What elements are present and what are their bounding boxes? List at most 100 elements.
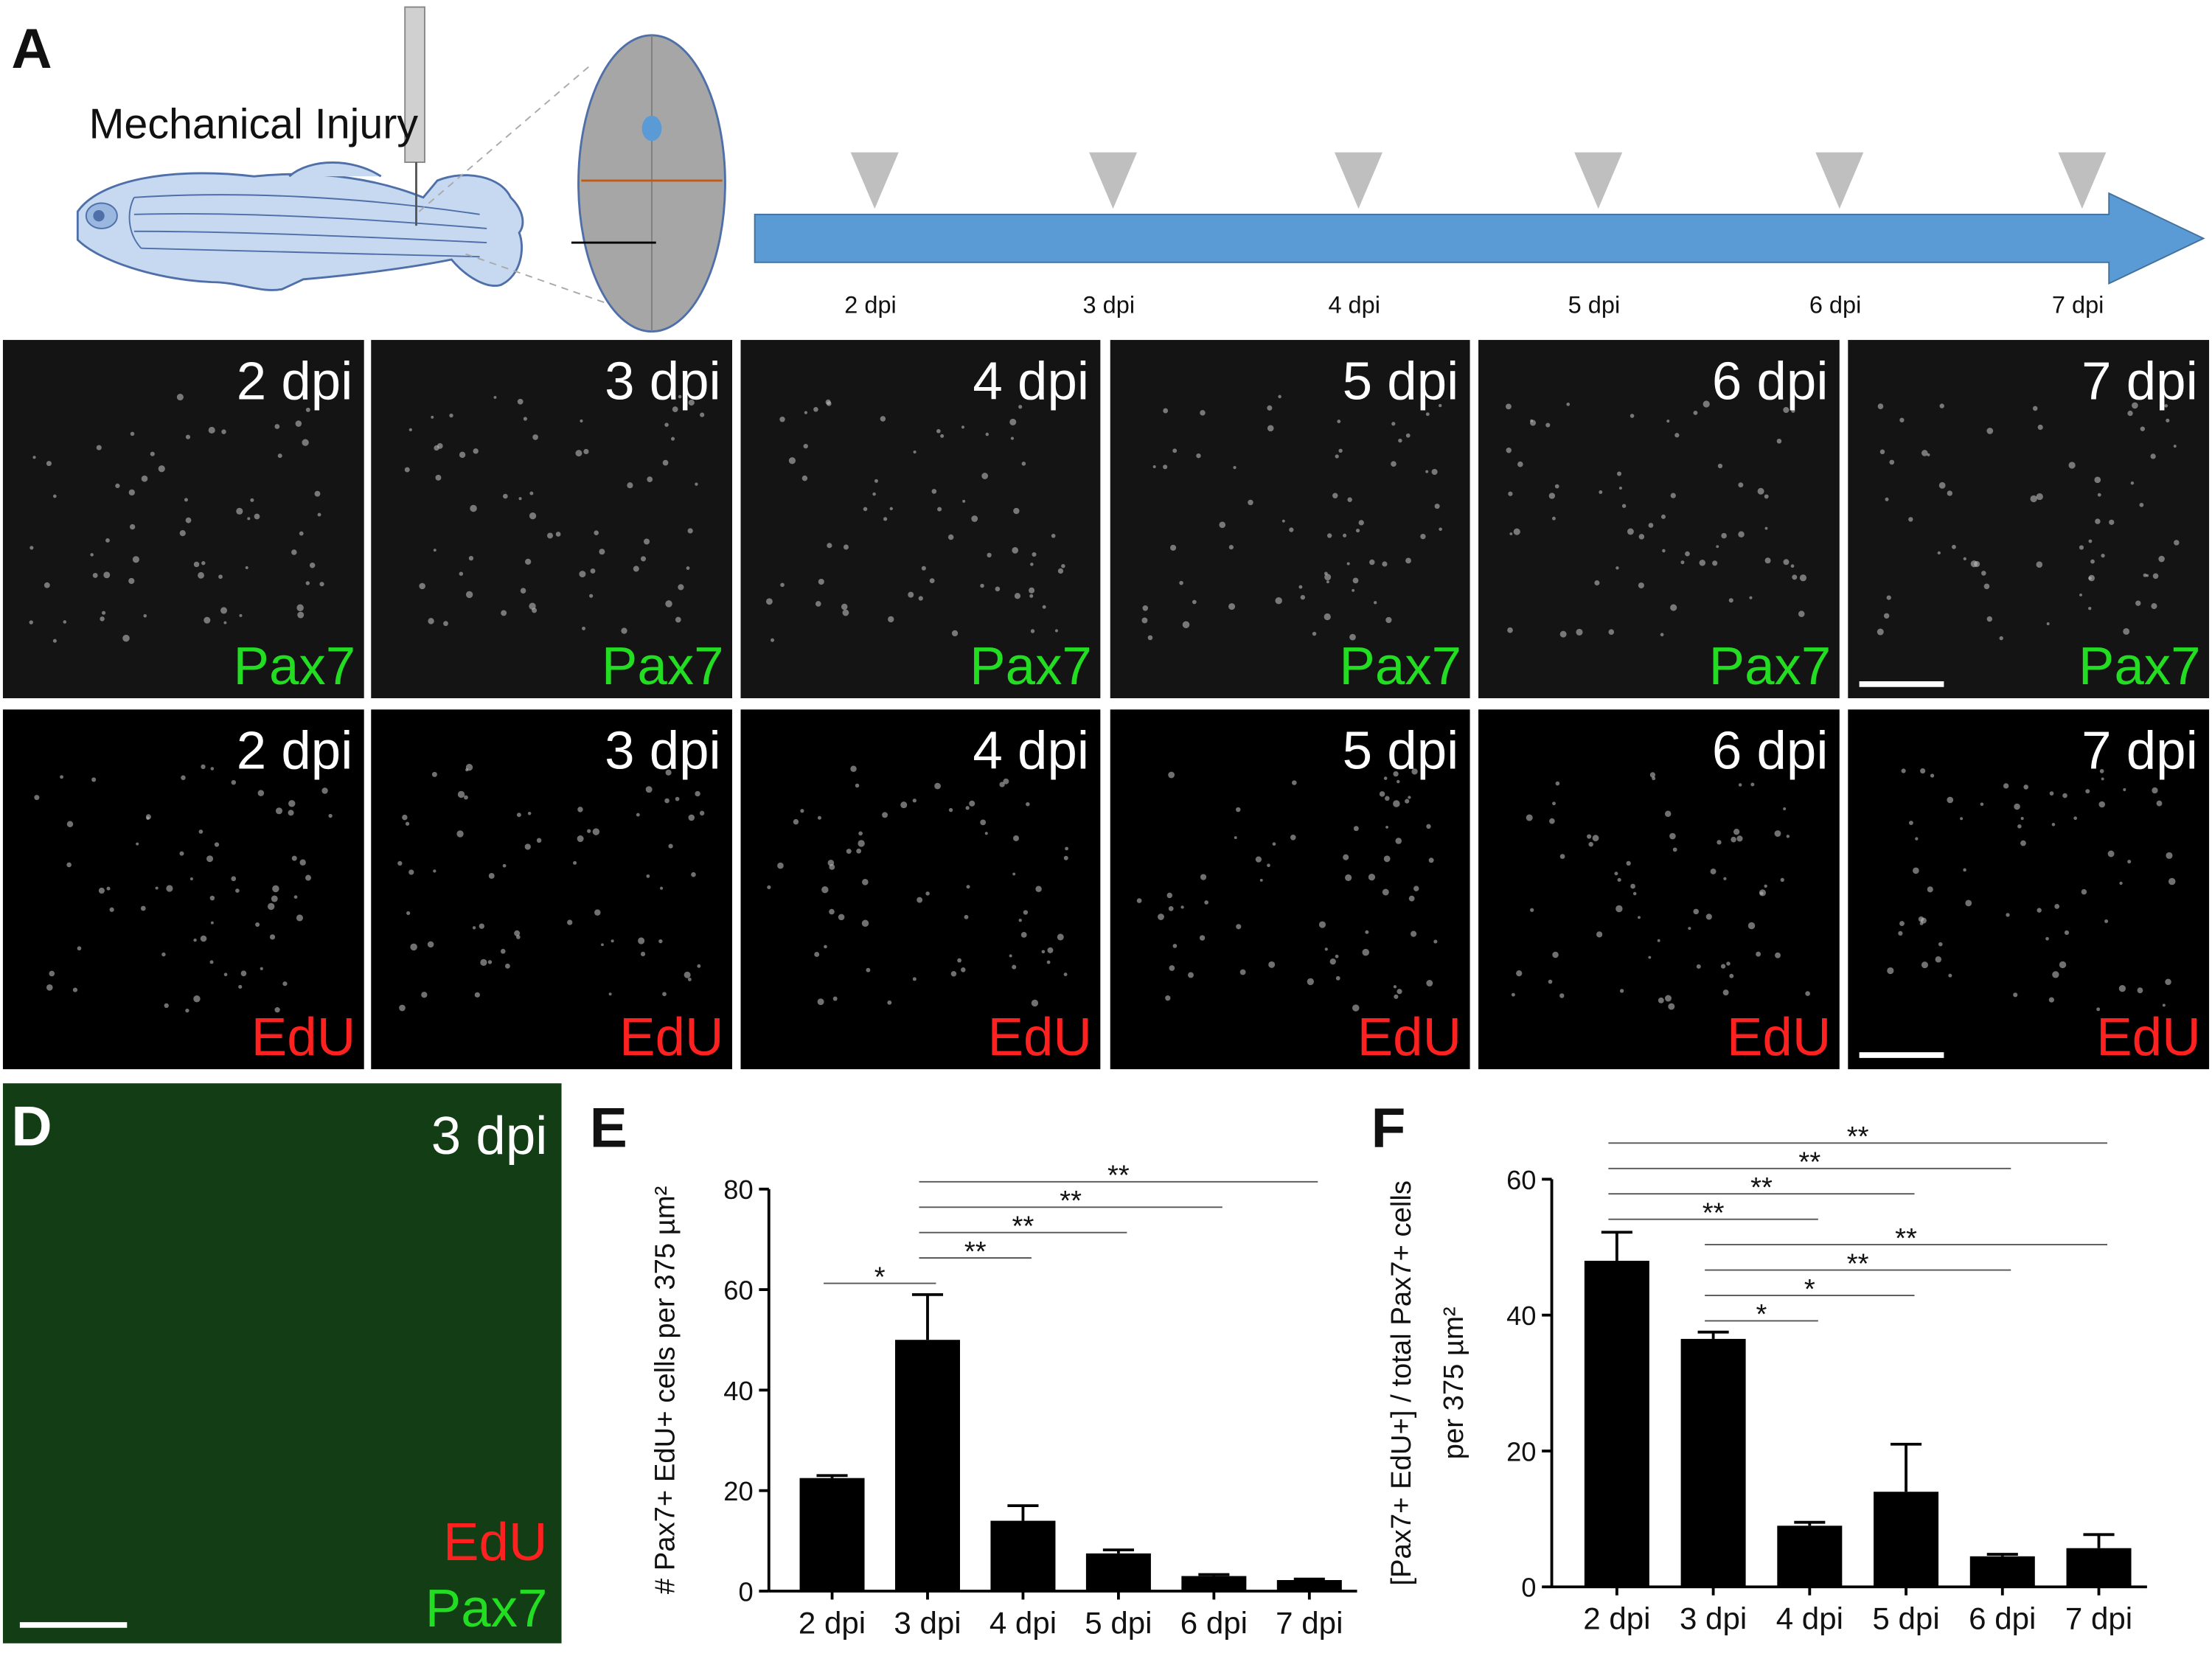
timepoint-marker	[2058, 152, 2107, 209]
cell-speck	[459, 571, 464, 576]
cell-speck	[948, 807, 953, 813]
cell-speck	[1312, 631, 1317, 636]
cell-speck	[1300, 594, 1306, 600]
cell-speck	[1278, 394, 1281, 399]
cell-speck	[1938, 481, 1946, 489]
cell-speck	[141, 475, 148, 482]
bar	[894, 1340, 960, 1591]
cell-speck	[214, 842, 220, 847]
micrograph	[1848, 709, 2210, 1070]
cell-speck	[793, 818, 799, 825]
timeline-label: 2 dpi	[844, 292, 897, 319]
cell-speck	[1965, 900, 1972, 907]
cell-speck	[155, 886, 159, 890]
cell-speck	[1292, 780, 1297, 785]
cell-speck	[592, 828, 600, 835]
cell-speck	[1517, 461, 1523, 467]
cell-speck	[2049, 791, 2054, 796]
cell-speck	[659, 886, 664, 890]
cell-speck	[1920, 917, 1927, 924]
cell-speck	[1405, 433, 1411, 438]
cell-speck	[2097, 493, 2101, 497]
cell-speck	[1775, 952, 1781, 959]
y-tick-label: 60	[1506, 1165, 1536, 1195]
cell-speck	[1615, 905, 1623, 913]
cell-speck	[2123, 628, 2130, 635]
cell-speck	[1592, 835, 1599, 842]
cell-speck	[1680, 560, 1685, 565]
cell-speck	[917, 897, 923, 903]
cell-speck	[913, 450, 917, 454]
significance-label: **	[1060, 1185, 1082, 1217]
cell-speck	[158, 465, 165, 473]
cell-speck	[1599, 490, 1603, 494]
cell-speck	[1618, 487, 1622, 490]
cell-speck	[838, 914, 845, 921]
cell-speck	[1343, 533, 1347, 537]
cell-speck	[443, 621, 448, 627]
cell-speck	[1228, 545, 1234, 550]
cell-speck	[1272, 842, 1276, 846]
x-tick-label: 4 dpi	[1776, 1601, 1843, 1636]
cell-speck	[951, 630, 959, 637]
cell-speck	[1391, 461, 1397, 467]
cell-speck	[1420, 533, 1426, 540]
cell-speck	[269, 934, 276, 940]
time-label: 3 dpi	[605, 721, 721, 781]
cross-section	[571, 34, 726, 333]
cell-speck	[547, 532, 553, 539]
cell-speck	[500, 948, 506, 954]
cell-speck	[2059, 961, 2067, 969]
cell-speck	[295, 420, 302, 427]
cell-speck	[1963, 868, 1966, 872]
cell-speck	[2123, 788, 2126, 792]
cell-speck	[1374, 601, 1377, 605]
cell-speck	[305, 874, 311, 881]
micrograph	[1478, 340, 1840, 698]
cell-speck	[940, 434, 945, 438]
cell-speck	[2094, 476, 2101, 484]
cell-speck	[2054, 903, 2060, 909]
cell-speck	[889, 507, 893, 511]
cell-speck	[1047, 947, 1054, 953]
cell-speck	[2081, 888, 2087, 895]
cell-speck	[2088, 607, 2092, 610]
cell-speck	[1163, 465, 1168, 470]
cell-speck	[130, 431, 135, 436]
cell-speck	[1379, 791, 1385, 797]
cell-speck	[821, 886, 829, 894]
time-label: 7 dpi	[2081, 721, 2198, 781]
cell-speck	[577, 835, 584, 843]
cell-speck	[1385, 826, 1388, 829]
cell-speck	[1013, 507, 1020, 515]
cell-speck	[803, 443, 808, 449]
cell-speck	[925, 891, 930, 896]
cell-speck	[1179, 580, 1183, 585]
cell-speck	[34, 795, 40, 801]
bar	[1969, 1556, 2035, 1587]
cell-speck	[2104, 919, 2109, 923]
cell-speck	[961, 425, 965, 429]
cell-speck	[1549, 818, 1555, 824]
cell-speck	[887, 1000, 892, 1005]
cell-speck	[250, 498, 254, 502]
cell-speck	[1780, 877, 1784, 883]
bar	[2066, 1548, 2132, 1587]
cell-speck	[206, 855, 214, 863]
cell-speck	[861, 919, 869, 928]
cell-speck	[1030, 563, 1034, 566]
cell-speck	[1696, 964, 1701, 969]
cell-speck	[804, 411, 808, 414]
cell-speck	[101, 610, 106, 615]
cell-speck	[1003, 778, 1009, 784]
cell-speck	[435, 474, 442, 481]
cell-speck	[912, 799, 917, 803]
cell-speck	[103, 571, 111, 579]
marker-label: EdU	[987, 1007, 1091, 1067]
cell-speck	[1548, 979, 1553, 984]
cell-speck	[957, 958, 962, 963]
cell-speck	[2062, 793, 2067, 799]
cell-speck	[1776, 438, 1782, 444]
cell-speck	[843, 544, 849, 550]
